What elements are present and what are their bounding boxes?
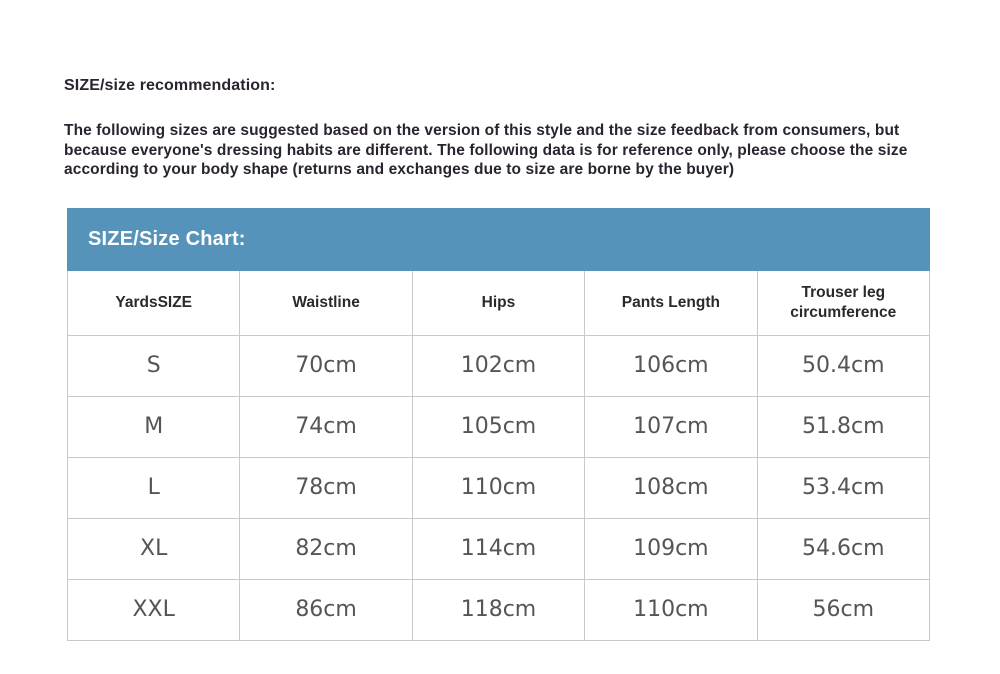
table-header-row: YardsSIZE Waistline Hips Pants Length Tr…	[66, 271, 931, 336]
cell-hips: 105cm	[411, 395, 586, 458]
cell-hips: 102cm	[411, 334, 586, 397]
table-row-l: L 78cm 110cm 108cm 53.4cm	[66, 456, 931, 519]
cell-trouser-leg: 54.6cm	[756, 517, 931, 580]
table-row-xl: XL 82cm 114cm 109cm 54.6cm	[66, 517, 931, 580]
cell-size: XXL	[66, 578, 241, 641]
table-row-m: M 74cm 105cm 107cm 51.8cm	[66, 395, 931, 458]
column-header-waistline: Waistline	[239, 271, 413, 336]
cell-trouser-leg: 56cm	[756, 578, 931, 641]
cell-trouser-leg: 53.4cm	[756, 456, 931, 519]
size-chart-table: YardsSIZE Waistline Hips Pants Length Tr…	[66, 271, 931, 641]
cell-trouser-leg: 50.4cm	[756, 334, 931, 397]
cell-waistline: 82cm	[239, 517, 413, 580]
cell-size: L	[66, 456, 241, 519]
cell-pants-length: 106cm	[584, 334, 758, 397]
cell-waistline: 70cm	[239, 334, 413, 397]
cell-hips: 118cm	[411, 578, 586, 641]
cell-pants-length: 107cm	[584, 395, 758, 458]
table-row-s: S 70cm 102cm 106cm 50.4cm	[66, 334, 931, 397]
cell-trouser-leg: 51.8cm	[756, 395, 931, 458]
table-row-xxl: XXL 86cm 118cm 110cm 56cm	[66, 578, 931, 641]
column-header-trouser-leg: Trouser leg circumference	[756, 271, 931, 336]
cell-waistline: 86cm	[239, 578, 413, 641]
cell-pants-length: 109cm	[584, 517, 758, 580]
cell-size: XL	[66, 517, 241, 580]
column-header-yards-size: YardsSIZE	[66, 271, 241, 336]
cell-pants-length: 110cm	[584, 578, 758, 641]
cell-waistline: 74cm	[239, 395, 413, 458]
cell-pants-length: 108cm	[584, 456, 758, 519]
size-chart-section: SIZE/Size Chart: YardsSIZE Waistline Hip…	[66, 208, 931, 641]
size-recommendation-heading: SIZE/size recommendation:	[64, 77, 276, 94]
cell-size: S	[66, 334, 241, 397]
cell-size: M	[66, 395, 241, 458]
cell-hips: 114cm	[411, 517, 586, 580]
cell-waistline: 78cm	[239, 456, 413, 519]
column-header-pants-length: Pants Length	[584, 271, 758, 336]
column-header-hips: Hips	[411, 271, 586, 336]
cell-hips: 110cm	[411, 456, 586, 519]
size-chart-title: SIZE/Size Chart:	[67, 208, 930, 271]
size-recommendation-paragraph: The following sizes are suggested based …	[64, 122, 908, 178]
